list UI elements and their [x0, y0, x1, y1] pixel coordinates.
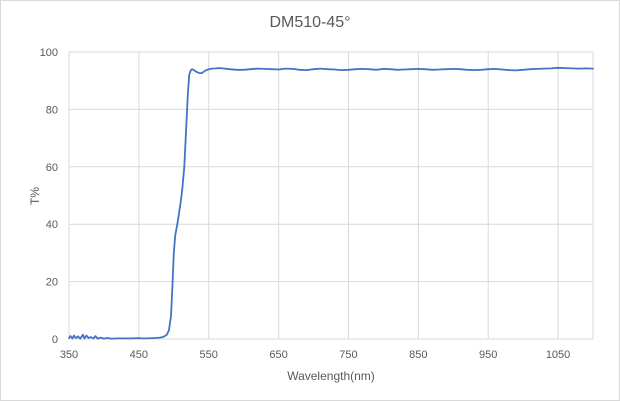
x-tick-label: 750: [339, 349, 357, 361]
x-tick-label: 950: [479, 349, 497, 361]
x-tick-label: 450: [130, 349, 148, 361]
x-tick-label: 650: [269, 349, 287, 361]
series-line: [68, 66, 594, 340]
y-tick-label: 60: [46, 162, 58, 174]
x-tick-label: 850: [409, 349, 427, 361]
x-tick-labels: 350 450 550 650 750 850 950 1050: [60, 349, 570, 361]
y-tick-label: 0: [52, 334, 58, 346]
y-tick-label: 20: [46, 277, 58, 289]
y-axis-title: T%: [28, 187, 42, 205]
series-layer: [68, 66, 594, 340]
x-tick-label: 550: [200, 349, 218, 361]
x-axis-title: Wavelength(nm): [287, 369, 375, 383]
x-tick-label: 350: [60, 349, 78, 361]
gridlines: [68, 51, 594, 340]
y-tick-label: 80: [46, 104, 58, 116]
y-tick-labels: 0 20 40 60 80 100: [40, 47, 58, 346]
x-tick-label: 1050: [546, 349, 570, 361]
y-tick-label: 40: [46, 219, 58, 231]
y-tick-label: 100: [40, 47, 58, 59]
chart-title: DM510-45°: [269, 14, 350, 31]
